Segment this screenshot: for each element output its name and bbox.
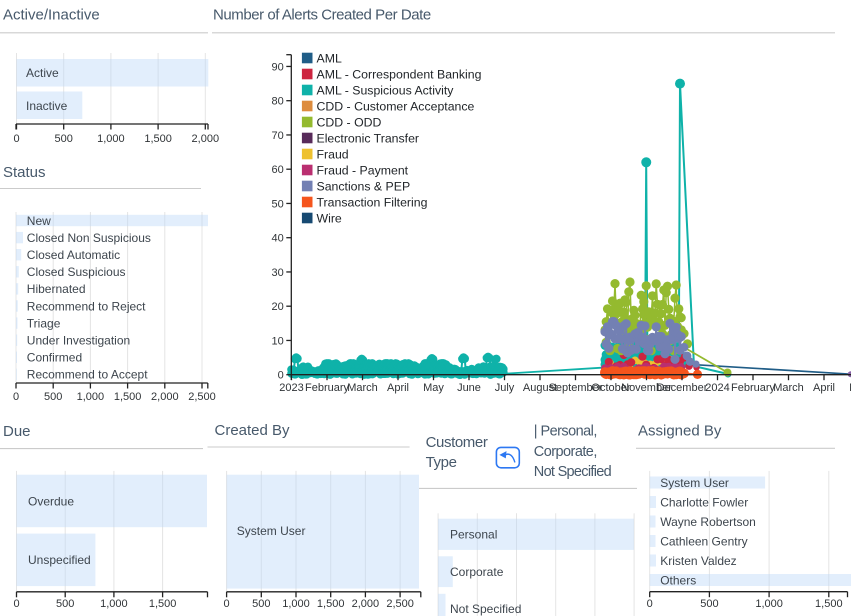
svg-text:500: 500 bbox=[56, 598, 74, 610]
svg-text:2024: 2024 bbox=[705, 382, 729, 394]
svg-text:70: 70 bbox=[272, 130, 284, 142]
svg-text:80: 80 bbox=[272, 96, 284, 108]
svg-text:Confirmed: Confirmed bbox=[27, 351, 82, 365]
svg-text:0: 0 bbox=[13, 133, 19, 145]
svg-text:2,000: 2,000 bbox=[192, 133, 220, 145]
svg-text:November: November bbox=[621, 382, 672, 394]
svg-text:AML: AML bbox=[317, 51, 342, 65]
svg-text:Kristen Valdez: Kristen Valdez bbox=[660, 554, 736, 568]
svg-text:Recommend to Accept: Recommend to Accept bbox=[27, 368, 148, 382]
svg-text:1,500: 1,500 bbox=[114, 391, 142, 403]
svg-text:Fraud - Payment: Fraud - Payment bbox=[317, 163, 409, 177]
svg-text:Hibernated: Hibernated bbox=[27, 282, 86, 296]
svg-text:Charlotte Fowler: Charlotte Fowler bbox=[660, 495, 748, 509]
svg-text:2,000: 2,000 bbox=[352, 598, 380, 610]
svg-text:0: 0 bbox=[278, 370, 284, 382]
svg-text:October: October bbox=[591, 382, 630, 394]
svg-text:Under Investigation: Under Investigation bbox=[27, 334, 130, 348]
svg-text:Cathleen Gentry: Cathleen Gentry bbox=[660, 534, 747, 548]
svg-text:New: New bbox=[27, 214, 51, 228]
svg-text:Wire: Wire bbox=[317, 211, 342, 225]
svg-text:Closed Non Suspicious: Closed Non Suspicious bbox=[27, 231, 151, 245]
svg-text:10: 10 bbox=[272, 335, 284, 347]
svg-text:0: 0 bbox=[647, 598, 653, 610]
svg-text:May: May bbox=[849, 382, 851, 394]
svg-text:Triage: Triage bbox=[27, 316, 61, 330]
svg-text:Assigned By: Assigned By bbox=[638, 423, 722, 440]
svg-text:March: March bbox=[773, 382, 804, 394]
svg-text:Overdue: Overdue bbox=[28, 494, 74, 508]
svg-text:August: August bbox=[523, 382, 557, 394]
svg-text:Electronic Transfer: Electronic Transfer bbox=[317, 131, 420, 145]
svg-text:AML - Suspicious Activity: AML - Suspicious Activity bbox=[317, 83, 455, 97]
svg-text:1,500: 1,500 bbox=[317, 598, 345, 610]
svg-text:Unspecified: Unspecified bbox=[28, 553, 91, 567]
svg-text:Due: Due bbox=[3, 423, 31, 440]
svg-text:1,500: 1,500 bbox=[144, 133, 172, 145]
svg-text:1,000: 1,000 bbox=[97, 133, 125, 145]
svg-text:Corporate,: Corporate, bbox=[534, 444, 597, 460]
svg-text:Closed Automatic: Closed Automatic bbox=[27, 248, 120, 262]
svg-text:Type: Type bbox=[426, 454, 457, 471]
svg-text:1,000: 1,000 bbox=[77, 391, 105, 403]
svg-text:30: 30 bbox=[272, 267, 284, 279]
svg-text:CDD - Customer Acceptance: CDD - Customer Acceptance bbox=[317, 99, 475, 113]
svg-text:2,500: 2,500 bbox=[188, 391, 216, 403]
svg-text:90: 90 bbox=[272, 61, 284, 73]
svg-text:December: December bbox=[657, 382, 708, 394]
svg-text:Inactive: Inactive bbox=[26, 99, 68, 113]
svg-text:March: March bbox=[347, 382, 378, 394]
svg-text:500: 500 bbox=[44, 391, 62, 403]
svg-text:2023: 2023 bbox=[279, 382, 303, 394]
svg-text:| Personal,: | Personal, bbox=[534, 424, 597, 440]
svg-text:Status: Status bbox=[3, 164, 46, 181]
svg-text:500: 500 bbox=[700, 598, 718, 610]
svg-text:500: 500 bbox=[55, 133, 73, 145]
svg-text:Customer: Customer bbox=[426, 434, 488, 451]
svg-text:Wayne Robertson: Wayne Robertson bbox=[660, 515, 756, 529]
svg-text:2,000: 2,000 bbox=[151, 391, 179, 403]
svg-text:July: July bbox=[495, 382, 515, 394]
svg-text:Not Specified: Not Specified bbox=[534, 464, 612, 480]
svg-text:April: April bbox=[387, 382, 409, 394]
svg-text:February: February bbox=[305, 382, 350, 394]
svg-text:500: 500 bbox=[252, 598, 270, 610]
svg-text:June: June bbox=[457, 382, 481, 394]
svg-text:May: May bbox=[423, 382, 444, 394]
svg-text:Number of Alerts Created Per D: Number of Alerts Created Per Date bbox=[213, 7, 431, 24]
svg-text:Fraud: Fraud bbox=[317, 147, 349, 161]
svg-text:AML - Correspondent Banking: AML - Correspondent Banking bbox=[317, 67, 482, 81]
svg-text:40: 40 bbox=[272, 233, 284, 245]
svg-text:1,500: 1,500 bbox=[815, 598, 843, 610]
svg-text:Active: Active bbox=[26, 66, 59, 80]
svg-text:0: 0 bbox=[13, 598, 19, 610]
svg-text:September: September bbox=[549, 382, 603, 394]
svg-text:Sanctions & PEP: Sanctions & PEP bbox=[317, 179, 411, 193]
svg-text:April: April bbox=[813, 382, 835, 394]
svg-text:System User: System User bbox=[237, 524, 306, 538]
svg-text:20: 20 bbox=[272, 301, 284, 313]
svg-text:1,000: 1,000 bbox=[100, 598, 128, 610]
svg-text:50: 50 bbox=[272, 198, 284, 210]
svg-text:2,500: 2,500 bbox=[386, 598, 414, 610]
svg-text:Others: Others bbox=[660, 573, 696, 587]
svg-text:0: 0 bbox=[13, 391, 19, 403]
svg-text:Corporate: Corporate bbox=[450, 565, 504, 579]
svg-text:0: 0 bbox=[224, 598, 230, 610]
svg-text:CDD - ODD: CDD - ODD bbox=[317, 115, 382, 129]
svg-text:Not Specified: Not Specified bbox=[450, 602, 521, 616]
svg-text:60: 60 bbox=[272, 164, 284, 176]
svg-text:System User: System User bbox=[660, 476, 729, 490]
svg-text:Active/Inactive: Active/Inactive bbox=[3, 7, 100, 24]
svg-text:Personal: Personal bbox=[450, 528, 497, 542]
svg-text:1,000: 1,000 bbox=[755, 598, 783, 610]
svg-text:Transaction Filtering: Transaction Filtering bbox=[317, 195, 428, 209]
svg-text:Closed Suspicious: Closed Suspicious bbox=[27, 265, 126, 279]
svg-text:February: February bbox=[731, 382, 776, 394]
svg-text:1,000: 1,000 bbox=[282, 598, 310, 610]
svg-text:Created By: Created By bbox=[215, 422, 291, 439]
svg-text:1,500: 1,500 bbox=[149, 598, 177, 610]
svg-text:Recommend to Reject: Recommend to Reject bbox=[27, 299, 146, 313]
